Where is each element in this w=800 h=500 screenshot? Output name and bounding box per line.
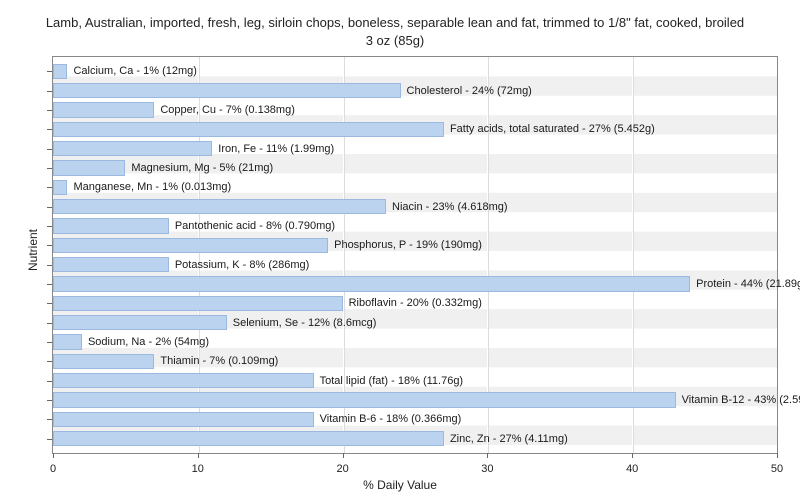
x-tick xyxy=(343,453,344,458)
x-tick-label: 0 xyxy=(50,463,56,475)
x-tick xyxy=(632,453,633,458)
x-tick-label: 40 xyxy=(626,463,638,475)
bar xyxy=(53,160,125,175)
bar-row: Potassium, K - 8% (286mg) xyxy=(53,255,777,274)
bar-label: Fatty acids, total saturated - 27% (5.45… xyxy=(444,120,655,139)
bar xyxy=(53,392,676,407)
bar-label: Potassium, K - 8% (286mg) xyxy=(169,255,310,274)
bar-row: Magnesium, Mg - 5% (21mg) xyxy=(53,158,777,177)
x-tick xyxy=(198,453,199,458)
bar-label: Cholesterol - 24% (72mg) xyxy=(401,81,532,100)
bar-label: Protein - 44% (21.89g) xyxy=(690,274,800,293)
bar xyxy=(53,83,401,98)
y-axis-label: Nutrient xyxy=(26,229,40,271)
bar-label: Manganese, Mn - 1% (0.013mg) xyxy=(67,178,231,197)
bar-row: Copper, Cu - 7% (0.138mg) xyxy=(53,100,777,119)
x-tick-label: 10 xyxy=(192,463,204,475)
bar xyxy=(53,122,444,137)
y-tick xyxy=(47,361,52,362)
bar-label: Magnesium, Mg - 5% (21mg) xyxy=(125,158,273,177)
bar xyxy=(53,199,386,214)
bar-label: Copper, Cu - 7% (0.138mg) xyxy=(154,100,295,119)
x-tick-label: 20 xyxy=(336,463,348,475)
bar-row: Fatty acids, total saturated - 27% (5.45… xyxy=(53,120,777,139)
y-tick xyxy=(47,245,52,246)
bar xyxy=(53,296,343,311)
y-tick xyxy=(47,323,52,324)
bar-row: Iron, Fe - 11% (1.99mg) xyxy=(53,139,777,158)
bar-row: Vitamin B-12 - 43% (2.59mcg) xyxy=(53,390,777,409)
bar xyxy=(53,102,154,117)
bar-row: Cholesterol - 24% (72mg) xyxy=(53,81,777,100)
bar-row: Total lipid (fat) - 18% (11.76g) xyxy=(53,371,777,390)
x-tick xyxy=(777,453,778,458)
y-tick xyxy=(47,207,52,208)
bar-row: Riboflavin - 20% (0.332mg) xyxy=(53,294,777,313)
bar-label: Riboflavin - 20% (0.332mg) xyxy=(343,294,482,313)
plot-area: 01020304050Calcium, Ca - 1% (12mg)Choles… xyxy=(52,56,778,454)
bar-label: Total lipid (fat) - 18% (11.76g) xyxy=(314,371,463,390)
bar-label: Niacin - 23% (4.618mg) xyxy=(386,197,508,216)
bar-row: Selenium, Se - 12% (8.6mcg) xyxy=(53,313,777,332)
y-tick xyxy=(47,265,52,266)
bar-label: Vitamin B-6 - 18% (0.366mg) xyxy=(314,410,462,429)
y-tick xyxy=(47,149,52,150)
bar xyxy=(53,412,314,427)
bar-row: Sodium, Na - 2% (54mg) xyxy=(53,332,777,351)
bar-row: Zinc, Zn - 27% (4.11mg) xyxy=(53,429,777,448)
y-tick xyxy=(47,71,52,72)
bar xyxy=(53,431,444,446)
y-tick xyxy=(47,342,52,343)
title-line-2: 3 oz (85g) xyxy=(366,33,425,48)
y-tick xyxy=(47,284,52,285)
bar xyxy=(53,276,690,291)
chart-title: Lamb, Australian, imported, fresh, leg, … xyxy=(40,14,750,49)
bar xyxy=(53,238,328,253)
x-tick-label: 30 xyxy=(481,463,493,475)
y-tick xyxy=(47,439,52,440)
bar-label: Calcium, Ca - 1% (12mg) xyxy=(67,62,196,81)
bar-label: Sodium, Na - 2% (54mg) xyxy=(82,332,209,351)
bar xyxy=(53,354,154,369)
bar-row: Phosphorus, P - 19% (190mg) xyxy=(53,236,777,255)
y-tick xyxy=(47,110,52,111)
bar-label: Vitamin B-12 - 43% (2.59mcg) xyxy=(676,390,800,409)
bar-label: Phosphorus, P - 19% (190mg) xyxy=(328,236,482,255)
x-tick xyxy=(487,453,488,458)
bar xyxy=(53,257,169,272)
bar xyxy=(53,218,169,233)
x-axis-label: % Daily Value xyxy=(0,478,800,492)
bar-row: Thiamin - 7% (0.109mg) xyxy=(53,352,777,371)
bar-label: Pantothenic acid - 8% (0.790mg) xyxy=(169,216,335,235)
bar-row: Protein - 44% (21.89g) xyxy=(53,274,777,293)
y-tick xyxy=(47,400,52,401)
bar-row: Niacin - 23% (4.618mg) xyxy=(53,197,777,216)
x-tick-label: 50 xyxy=(771,463,783,475)
y-tick xyxy=(47,226,52,227)
y-tick xyxy=(47,303,52,304)
bar-row: Manganese, Mn - 1% (0.013mg) xyxy=(53,178,777,197)
title-line-1: Lamb, Australian, imported, fresh, leg, … xyxy=(46,15,744,30)
bar-label: Iron, Fe - 11% (1.99mg) xyxy=(212,139,334,158)
bar xyxy=(53,180,67,195)
bar-row: Vitamin B-6 - 18% (0.366mg) xyxy=(53,410,777,429)
nutrient-bar-chart: Lamb, Australian, imported, fresh, leg, … xyxy=(0,0,800,500)
bar-label: Zinc, Zn - 27% (4.11mg) xyxy=(444,429,568,448)
bar-label: Selenium, Se - 12% (8.6mcg) xyxy=(227,313,377,332)
bar xyxy=(53,315,227,330)
bar xyxy=(53,373,314,388)
bar-row: Calcium, Ca - 1% (12mg) xyxy=(53,62,777,81)
y-tick xyxy=(47,168,52,169)
bar xyxy=(53,64,67,79)
bar xyxy=(53,141,212,156)
bar xyxy=(53,334,82,349)
bar-row: Pantothenic acid - 8% (0.790mg) xyxy=(53,216,777,235)
y-tick xyxy=(47,129,52,130)
bar-label: Thiamin - 7% (0.109mg) xyxy=(154,352,278,371)
y-tick xyxy=(47,381,52,382)
y-tick xyxy=(47,419,52,420)
x-tick xyxy=(53,453,54,458)
y-tick xyxy=(47,91,52,92)
y-tick xyxy=(47,187,52,188)
